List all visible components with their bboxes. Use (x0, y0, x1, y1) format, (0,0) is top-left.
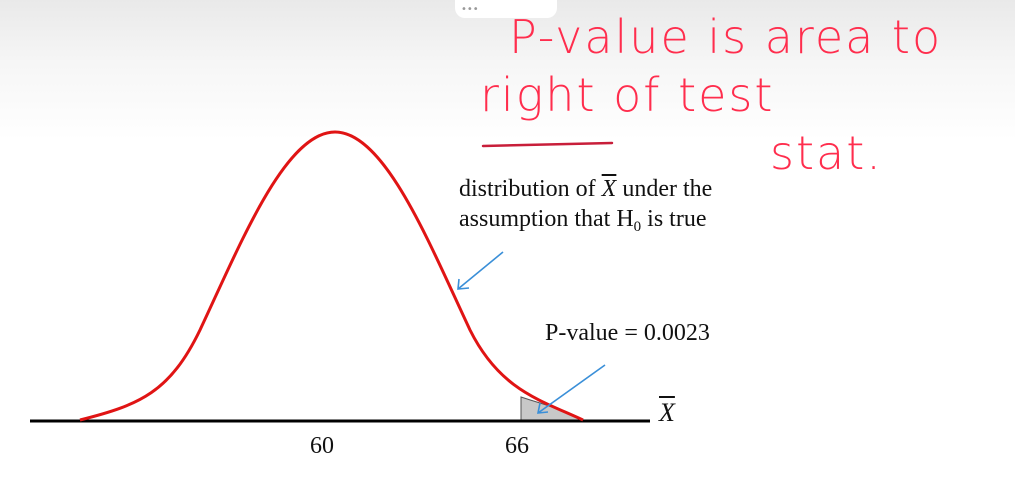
x-bar-symbol: X (601, 176, 617, 202)
handwritten-note-line3: stat. (770, 126, 883, 180)
more-dots-icon[interactable]: ••• (461, 4, 479, 15)
tick-label-60: 60 (310, 433, 334, 459)
axis-variable-label: X (659, 398, 675, 427)
slide-background-fade (0, 0, 1015, 140)
tick-label-66: 66 (505, 433, 529, 459)
normal-curve (79, 130, 584, 422)
handwritten-note-line2: right of test (480, 68, 775, 122)
distribution-label-line1: distribution of X under the (459, 176, 713, 202)
distribution-label: distribution of X under the assumption t… (459, 174, 712, 237)
distribution-label-line2: assumption that H0 is true (459, 206, 707, 235)
window-drag-tab[interactable]: ••• (455, 0, 557, 18)
p-value-pointer-arrow (537, 364, 606, 414)
h0-subscript: 0 (633, 219, 642, 235)
handwritten-underline (481, 141, 614, 148)
handwritten-note-line1: P-value is area to (509, 10, 943, 64)
curve-pointer-arrow (457, 251, 504, 290)
p-value-label: P-value = 0.0023 (545, 320, 710, 346)
